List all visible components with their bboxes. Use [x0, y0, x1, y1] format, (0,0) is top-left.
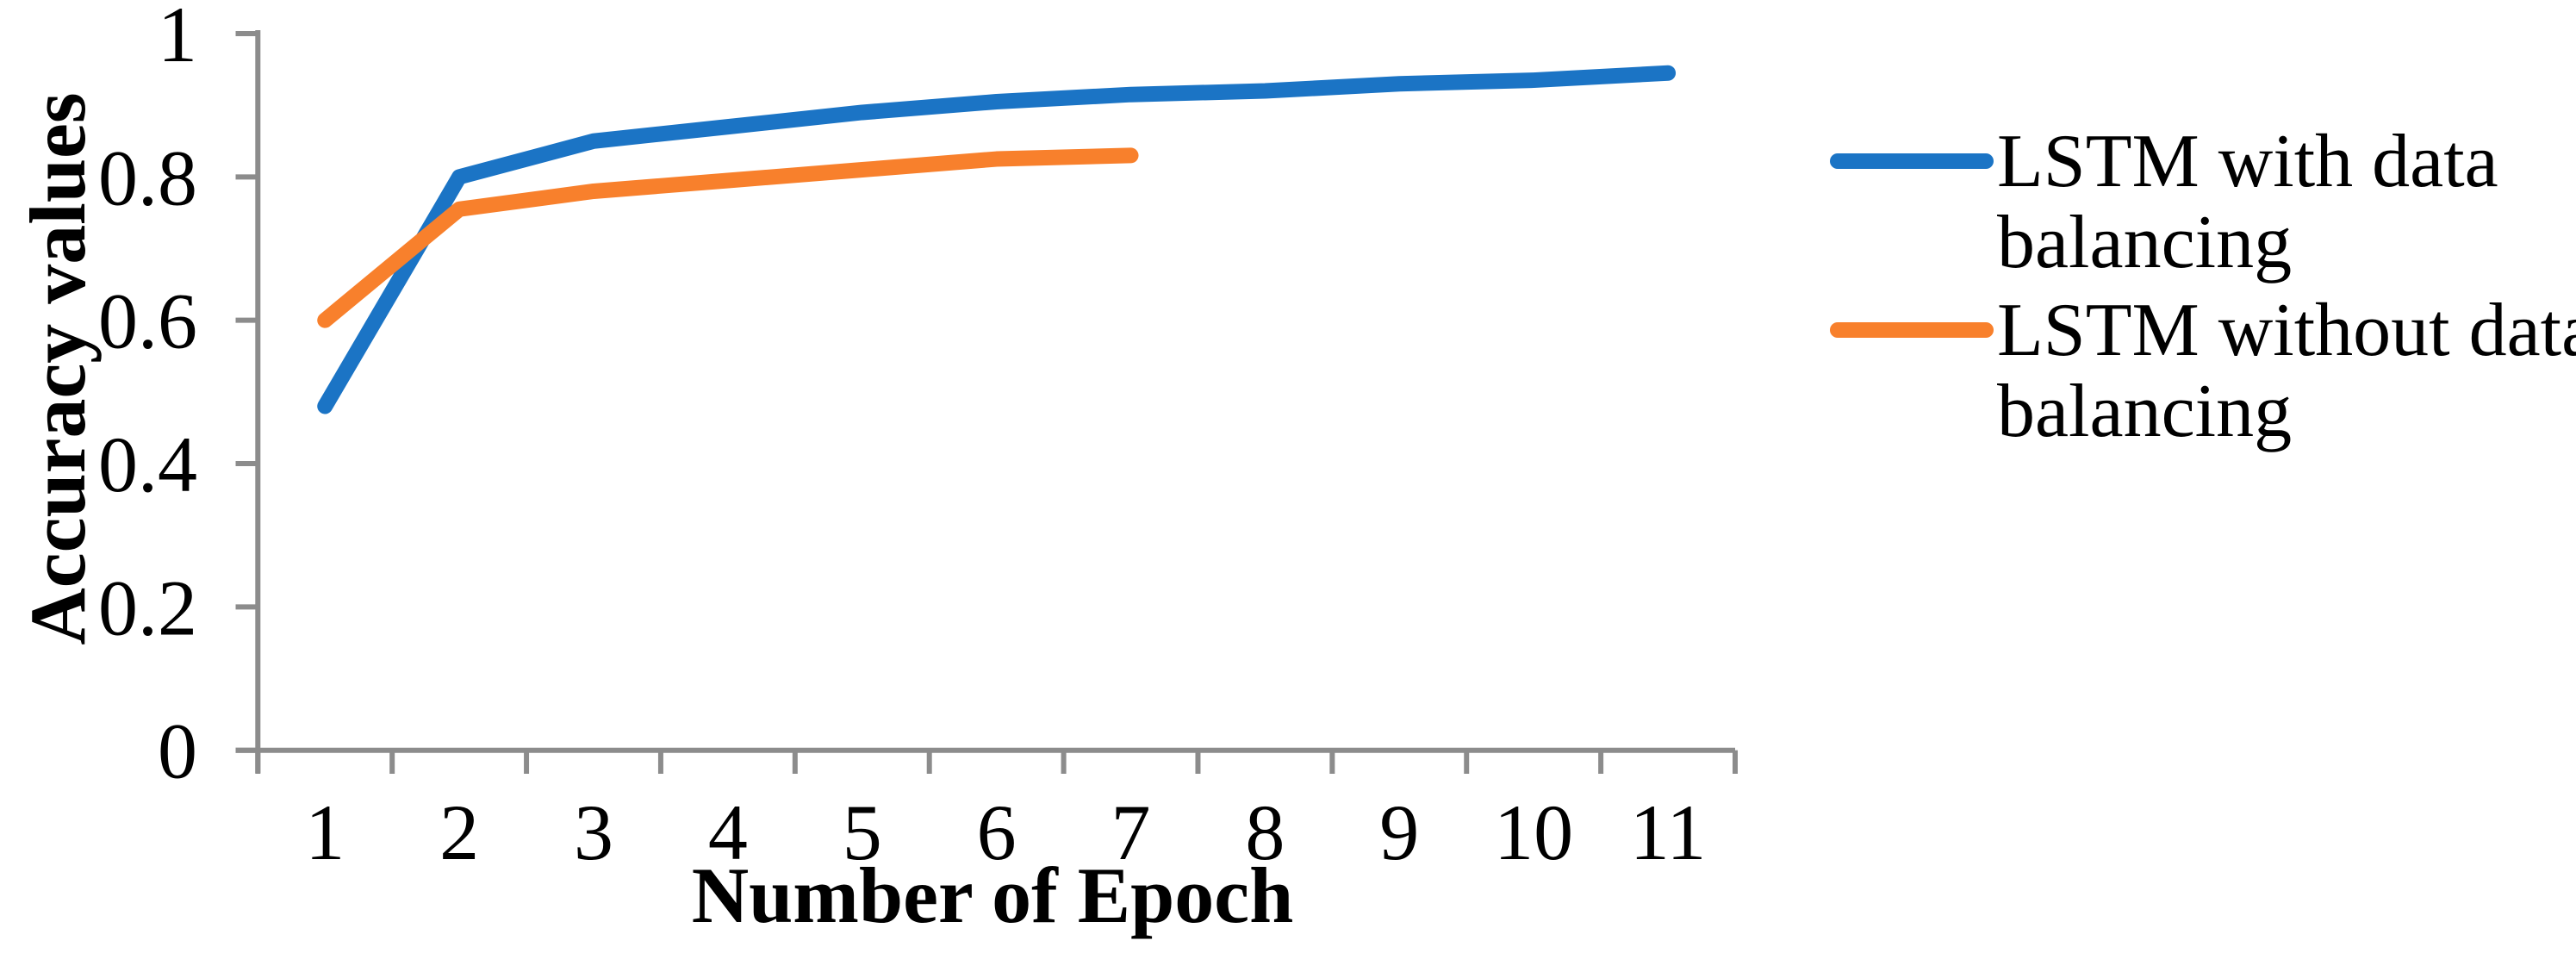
legend-label-line: LSTM with data [1997, 120, 2498, 203]
x-tick-label: 5 [843, 788, 882, 876]
y-tick-label: 0.4 [98, 420, 197, 508]
y-tick-label: 0.2 [98, 564, 197, 651]
axes [235, 30, 1738, 774]
legend-label-line: LSTM without data [1997, 289, 2576, 372]
x-tick-label: 4 [708, 788, 748, 876]
data-series [317, 65, 1677, 414]
x-tick-label: 10 [1494, 788, 1573, 876]
x-axis-title: Number of Epoch [692, 851, 1294, 939]
x-tick-label: 2 [439, 788, 479, 876]
series-line-lstm-without-data-balancing [317, 147, 1139, 328]
legend-label-line: balancing [1997, 370, 2292, 453]
y-tick-label: 0.8 [98, 134, 197, 221]
tick-labels: 00.20.40.60.811 2 3 4 5 6 7 8 9 10 11 [98, 0, 1706, 876]
x-tick-label: 8 [1245, 788, 1285, 876]
series-line-lstm-with-data-balancing [317, 65, 1677, 414]
y-tick-label: 1 [158, 0, 197, 78]
x-tick-label: 1 [305, 788, 345, 876]
y-tick-label: 0.6 [98, 277, 197, 365]
y-tick-label: 0 [158, 707, 197, 795]
x-tick-label: 7 [1111, 788, 1151, 876]
legend-label-line: balancing [1997, 201, 2292, 284]
y-axis-title: Accuracy values [14, 92, 102, 645]
x-tick-label: 9 [1379, 788, 1419, 876]
x-tick-label: 11 [1630, 788, 1707, 876]
x-tick-label: 3 [574, 788, 613, 876]
x-tick-label: 6 [977, 788, 1017, 876]
